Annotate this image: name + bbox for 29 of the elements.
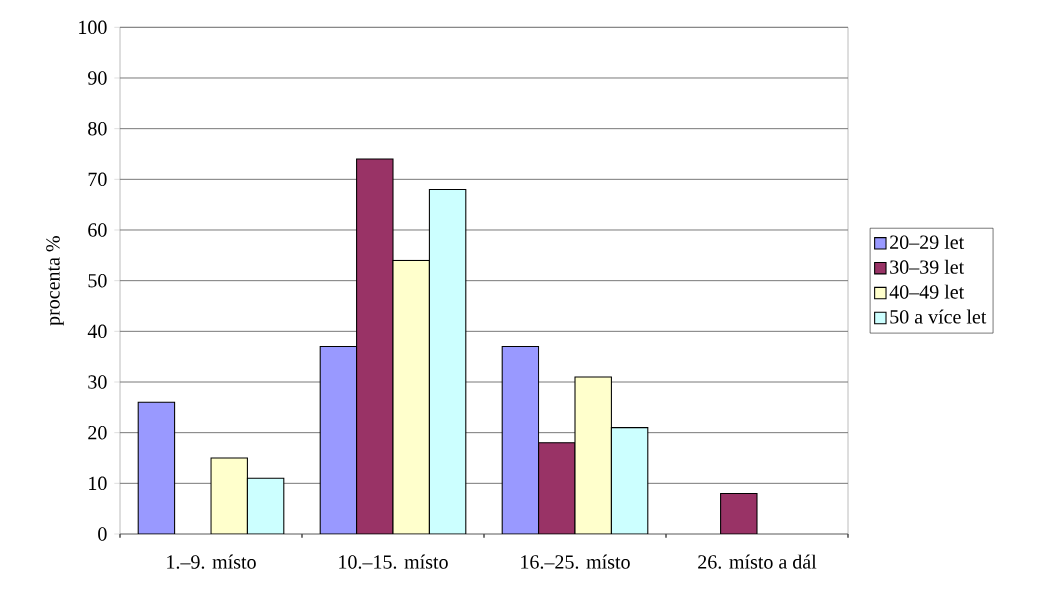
y-axis-title: procenta % [46,236,64,326]
y-tick-label: 10 [89,476,107,491]
legend-label: 20–29 let [890,234,965,249]
bar [538,442,576,534]
bar [137,401,176,534]
bar [574,376,612,534]
x-tick-label: 10.–15. místo [339,554,448,569]
y-tick-label: 50 [88,273,107,288]
y-tick-label: 60 [88,223,107,237]
y-tick-label: 90 [88,71,107,85]
legend-label: 50 a více let [890,309,987,324]
x-tick-label: 16.–25. místo [521,554,630,569]
y-tick-label: 0 [98,527,107,541]
y-tick-label: 20 [88,425,107,440]
y-tick-label: 70 [88,172,107,187]
y-tick-label: 80 [88,121,107,136]
bar [392,259,430,534]
bar [356,158,394,534]
bar [720,492,758,534]
x-tick-label: 26. místo a dál [698,554,817,569]
legend-label: 30–39 let [890,259,965,274]
bar [210,457,248,534]
bar [319,345,358,534]
y-tick-label: 40 [87,324,107,339]
legend-label: 40–49 let [889,284,965,299]
x-tick-label: 1.–9. místo [167,554,256,569]
y-tick-label: 100 [79,20,107,35]
bar [501,345,540,534]
y-tick-label: 30 [88,375,107,389]
